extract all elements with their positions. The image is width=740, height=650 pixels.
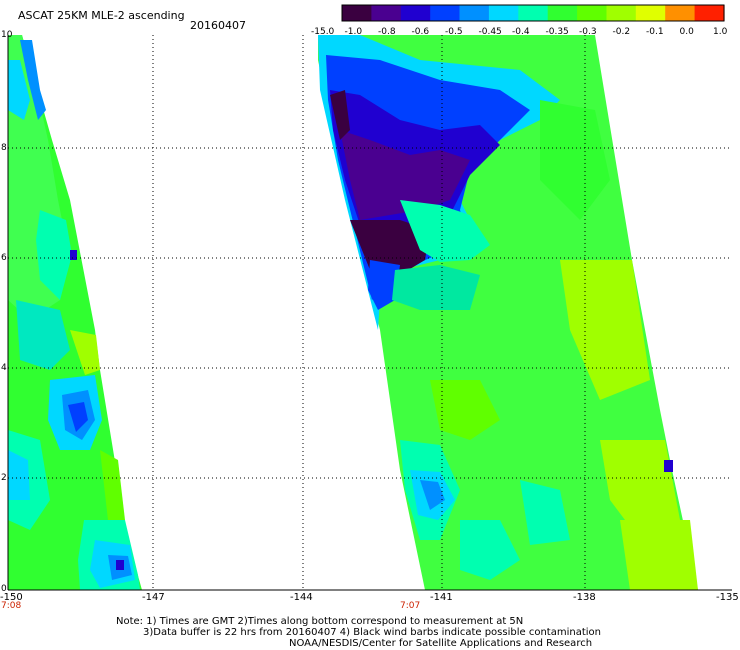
- map-date: 20160407: [190, 19, 246, 32]
- colorbar-label: -0.2: [612, 27, 631, 37]
- colorbar-swatch: [547, 5, 578, 21]
- x-tick-147: -147: [142, 592, 165, 603]
- colorbar-label: -0.6: [411, 27, 430, 37]
- x-tick-150: -150: [0, 592, 23, 603]
- map-title: ASCAT 25KM MLE-2 ascending: [18, 9, 185, 22]
- colorbar-swatch: [342, 5, 372, 21]
- colorbar-swatch: [518, 5, 549, 21]
- colorbar-label: -0.1: [646, 27, 664, 37]
- colorbar-swatch: [459, 5, 490, 21]
- axis-frame: [7, 35, 732, 591]
- colorbar-label: -0.5: [445, 27, 463, 37]
- note-line-2: 3)Data buffer is 22 hrs from 20160407 4)…: [143, 627, 601, 638]
- colorbar-label: -0.3: [579, 27, 597, 37]
- colorbar-swatch: [400, 5, 431, 21]
- note-line-3: NOAA/NESDIS/Center for Satellite Applica…: [289, 638, 593, 649]
- grid-lines: [8, 35, 732, 590]
- x-tick-138: -138: [573, 592, 596, 603]
- colorbar-swatch: [488, 5, 519, 21]
- colorbar-label: -0.45: [478, 27, 502, 37]
- y-tick-6: 6: [1, 253, 7, 263]
- x-tick-135: -135: [716, 592, 739, 603]
- colorbar-swatch: [694, 5, 725, 21]
- colorbar-label: -0.35: [545, 27, 569, 37]
- colorbar-label: -0.8: [378, 27, 396, 37]
- time-right: 7:07: [400, 601, 421, 611]
- left-swath: [8, 35, 142, 590]
- y-tick-2: 2: [1, 473, 7, 483]
- colorbar-swatch: [665, 5, 696, 21]
- note-line-1: Note: 1) Times are GMT 2)Times along bot…: [116, 616, 524, 627]
- colorbar-label: 0.0: [679, 27, 694, 37]
- colorbar-swatch: [577, 5, 608, 21]
- colorbar-swatch: [606, 5, 637, 21]
- colorbar-swatch: [430, 5, 461, 21]
- colorbar-frame: [341, 4, 725, 22]
- colorbar-label: -15.0: [311, 27, 335, 37]
- y-tick-0: 0: [1, 584, 7, 594]
- colorbar-swatch: [635, 5, 666, 21]
- y-tick-4: 4: [1, 363, 7, 373]
- right-swath: [318, 35, 698, 590]
- time-left: 7:08: [1, 601, 22, 611]
- colorbar: [341, 4, 725, 22]
- x-tick-141: -141: [430, 592, 453, 603]
- y-tick-10: 10: [1, 30, 13, 40]
- y-tick-8: 8: [1, 143, 7, 153]
- colorbar-label: -1.0: [344, 27, 363, 37]
- colorbar-label: -0.4: [512, 27, 530, 37]
- colorbar-label: 1.0: [713, 27, 728, 37]
- colorbar-swatch: [371, 5, 402, 21]
- x-tick-144: -144: [290, 592, 313, 603]
